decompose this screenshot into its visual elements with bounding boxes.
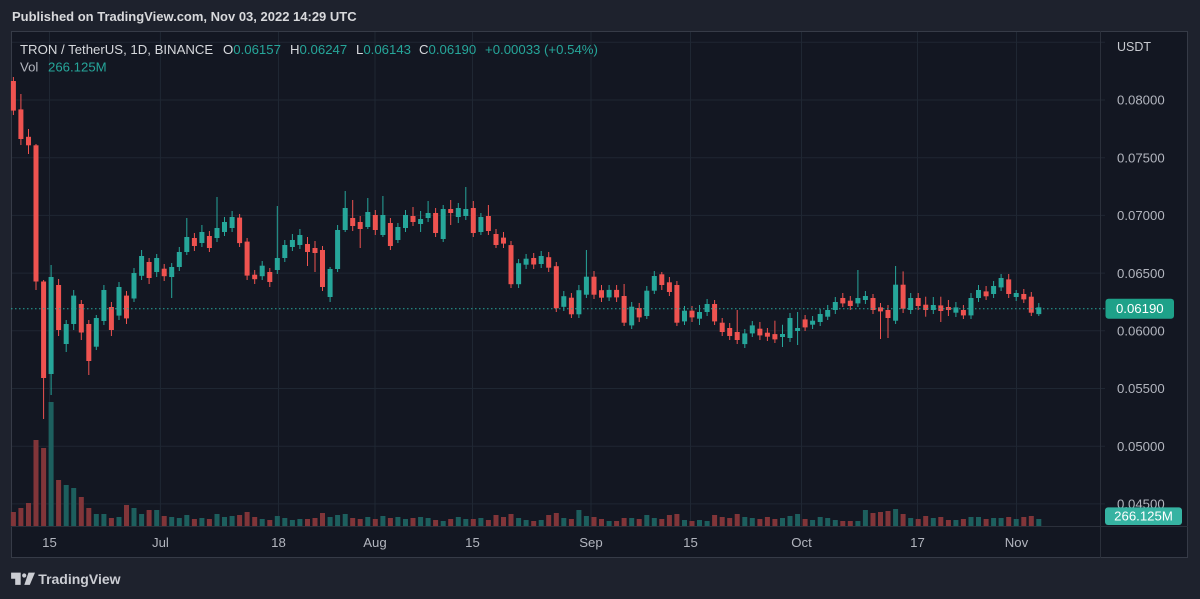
- svg-text:Published on TradingView.com,: Published on TradingView.com, Nov 03, 20…: [12, 9, 357, 24]
- svg-text:0.06500: 0.06500: [1117, 266, 1165, 281]
- svg-text:0.07000: 0.07000: [1117, 208, 1165, 223]
- svg-text:Aug: Aug: [363, 535, 386, 550]
- svg-text:Oct: Oct: [791, 535, 812, 550]
- svg-text:15: 15: [465, 535, 480, 550]
- svg-text:USDT: USDT: [1117, 40, 1151, 54]
- svg-text:TRON / TetherUS, 1D, BINANCE: TRON / TetherUS, 1D, BINANCE: [20, 42, 213, 57]
- svg-text:0.06000: 0.06000: [1117, 324, 1165, 339]
- svg-text:H0.06247: H0.06247: [290, 42, 347, 57]
- svg-text:Vol: Vol: [20, 59, 38, 74]
- svg-text:Nov: Nov: [1005, 535, 1029, 550]
- svg-text:0.07500: 0.07500: [1117, 150, 1165, 165]
- svg-text:15: 15: [42, 535, 57, 550]
- svg-text:0.08000: 0.08000: [1117, 93, 1165, 108]
- svg-text:266.125M: 266.125M: [48, 59, 107, 74]
- svg-text:L0.06143: L0.06143: [356, 42, 411, 57]
- svg-text:O0.06157: O0.06157: [223, 42, 281, 57]
- svg-text:C0.06190: C0.06190: [419, 42, 476, 57]
- svg-text:266.125M: 266.125M: [1114, 509, 1173, 524]
- svg-text:TradingView: TradingView: [38, 571, 120, 587]
- svg-text:18: 18: [271, 535, 286, 550]
- svg-text:0.05500: 0.05500: [1117, 381, 1165, 396]
- svg-text:15: 15: [683, 535, 698, 550]
- svg-text:+0.00033 (+0.54%): +0.00033 (+0.54%): [485, 42, 598, 57]
- svg-text:0.05000: 0.05000: [1117, 439, 1165, 454]
- svg-text:0.06190: 0.06190: [1116, 301, 1164, 316]
- svg-text:Jul: Jul: [152, 535, 169, 550]
- svg-text:Sep: Sep: [579, 535, 602, 550]
- svg-text:17: 17: [910, 535, 925, 550]
